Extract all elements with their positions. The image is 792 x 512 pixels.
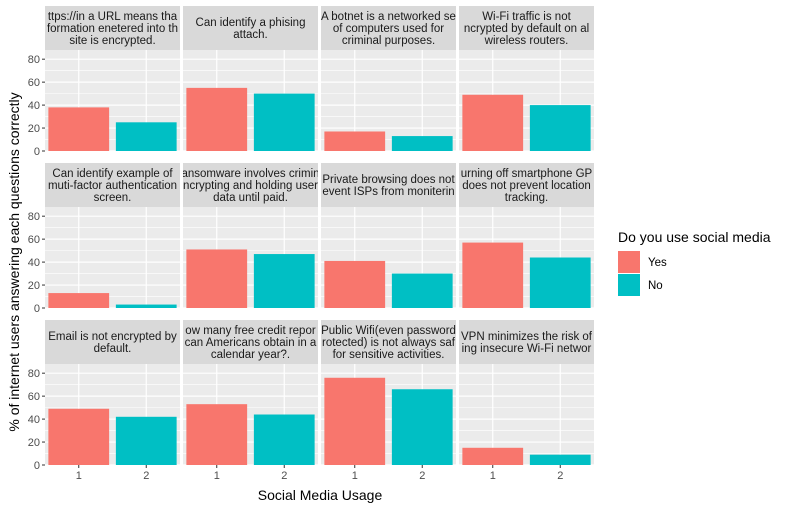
bar bbox=[529, 105, 591, 151]
y-tick-label: 40 bbox=[28, 100, 40, 112]
facet-panel: A botnet is a networked se of computers u… bbox=[321, 6, 456, 152]
bar bbox=[115, 122, 177, 151]
bar bbox=[529, 454, 591, 465]
facet-strip bbox=[321, 6, 456, 50]
facet-strip bbox=[459, 320, 594, 364]
bar bbox=[253, 93, 315, 151]
y-tick-label: 80 bbox=[28, 211, 40, 223]
facet-strip bbox=[459, 6, 594, 50]
y-tick-label: 0 bbox=[34, 146, 40, 158]
bar bbox=[391, 136, 453, 151]
facet-strip-label: ttps://in a URL means tha formation enete… bbox=[47, 11, 178, 47]
bar bbox=[529, 257, 591, 308]
y-tick-label: 0 bbox=[34, 303, 40, 315]
y-tick-label: 40 bbox=[28, 257, 40, 269]
bar bbox=[391, 273, 453, 308]
facet-strip bbox=[183, 320, 318, 364]
y-tick-label: 80 bbox=[28, 54, 40, 66]
x-axis-title: Social Media Usage bbox=[258, 487, 383, 503]
y-tick-label: 60 bbox=[28, 391, 40, 403]
facet-panel: ansomware involves crimin ncrypting and h… bbox=[181, 163, 319, 309]
x-tick-label: 1 bbox=[76, 470, 82, 482]
facet-strip bbox=[321, 163, 456, 207]
x-tick-label: 2 bbox=[419, 470, 425, 482]
facet-strip bbox=[45, 163, 180, 207]
facet-strip bbox=[183, 6, 318, 50]
facet-panel: VPN minimizes the risk of ing insecure Wi… bbox=[459, 320, 594, 466]
y-tick-label: 20 bbox=[28, 280, 40, 292]
facet-strip-label: ow many free credit repor can Americans o… bbox=[185, 325, 317, 361]
bar bbox=[462, 94, 524, 151]
facet-panel: urning off smartphone GP does not prevent… bbox=[459, 163, 594, 309]
y-tick-label: 20 bbox=[28, 437, 40, 449]
facet-panel: Public Wifi(even password rotected) is no… bbox=[321, 320, 456, 466]
bar bbox=[324, 377, 386, 465]
facet-strip-label: Email is not encrypted by default. bbox=[48, 331, 177, 355]
x-tick-label: 1 bbox=[352, 470, 358, 482]
panel-background bbox=[45, 207, 180, 308]
legend-title: Do you use social media bbox=[618, 229, 771, 245]
facet-panel: Email is not encrypted by default. bbox=[45, 320, 180, 466]
legend-label: No bbox=[648, 280, 663, 292]
facet-strip bbox=[459, 163, 594, 207]
facet-strip bbox=[183, 163, 318, 207]
y-axis-title: % of internet users answering each quest… bbox=[6, 92, 22, 431]
bar bbox=[186, 404, 248, 465]
panels-layer: ttps://in a URL means tha formation enete… bbox=[45, 6, 594, 466]
bar bbox=[186, 87, 248, 151]
x-tick-label: 2 bbox=[281, 470, 287, 482]
y-tick-label: 60 bbox=[28, 77, 40, 89]
facet-panel: Can identify a phising attach. bbox=[183, 6, 318, 152]
y-tick-label: 20 bbox=[28, 123, 40, 135]
bar bbox=[253, 254, 315, 308]
facet-strip-label: VPN minimizes the risk of ing insecure Wi… bbox=[461, 331, 593, 355]
facet-strip bbox=[321, 320, 456, 364]
bar bbox=[115, 416, 177, 465]
x-tick-label: 2 bbox=[143, 470, 149, 482]
legend-label: Yes bbox=[648, 257, 667, 269]
facet-strip bbox=[45, 320, 180, 364]
facet-strip-label: ansomware involves crimin ncrypting and h… bbox=[181, 168, 319, 204]
bar bbox=[462, 242, 524, 308]
facet-strip bbox=[45, 6, 180, 50]
y-tick-label: 60 bbox=[28, 234, 40, 246]
bar bbox=[253, 414, 315, 465]
facet-strip-label: Private browsing does not event ISPs from… bbox=[322, 174, 455, 198]
facet-strip-label: A botnet is a networked se of computers u… bbox=[321, 11, 456, 47]
bar bbox=[391, 389, 453, 465]
facet-strip-label: Can identify a phising attach. bbox=[196, 17, 306, 41]
bar bbox=[48, 293, 110, 308]
bar bbox=[48, 408, 110, 465]
bar bbox=[186, 249, 248, 308]
bar bbox=[324, 131, 386, 151]
y-tick-label: 40 bbox=[28, 414, 40, 426]
bar bbox=[462, 447, 524, 465]
facet-panel: Wi-Fi traffic is not ncrypted by default … bbox=[459, 6, 594, 152]
legend-key bbox=[618, 274, 640, 296]
y-tick-label: 80 bbox=[28, 368, 40, 380]
bar bbox=[324, 260, 386, 308]
y-tick-label: 0 bbox=[34, 460, 40, 472]
facet-strip-label: Can identify example of muti-factor authe… bbox=[48, 168, 177, 204]
facet-strip-label: Wi-Fi traffic is not ncrypted by default … bbox=[464, 11, 589, 47]
legend: Do you use social media Yes No bbox=[618, 229, 771, 296]
x-tick-label: 1 bbox=[490, 470, 496, 482]
legend-key bbox=[618, 251, 640, 273]
x-tick-label: 1 bbox=[214, 470, 220, 482]
facet-panel: Private browsing does not event ISPs from… bbox=[321, 163, 456, 309]
x-tick-label: 2 bbox=[557, 470, 563, 482]
bar bbox=[48, 107, 110, 151]
facet-strip-label: Public Wifi(even password rotected) is no… bbox=[321, 325, 456, 361]
facet-panel: ttps://in a URL means tha formation enete… bbox=[45, 6, 180, 152]
facet-panel: ow many free credit repor can Americans o… bbox=[183, 320, 318, 466]
bar bbox=[115, 304, 177, 308]
facet-strip-label: urning off smartphone GP does not prevent… bbox=[461, 168, 593, 204]
facet-panel: Can identify example of muti-factor authe… bbox=[45, 163, 180, 309]
